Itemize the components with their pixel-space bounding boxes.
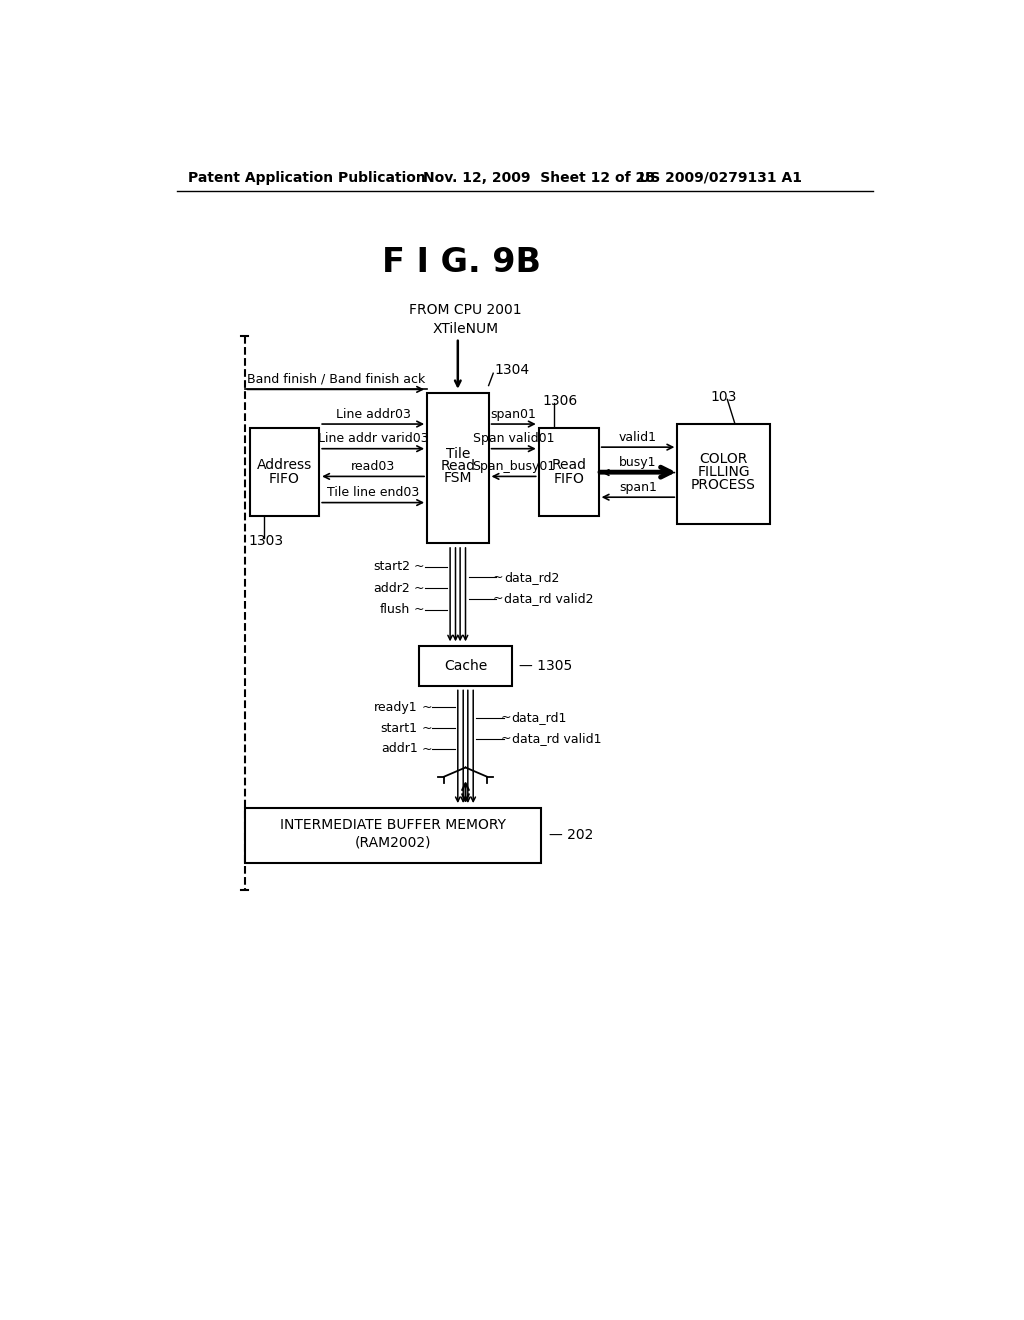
Text: ~: ~ bbox=[493, 593, 503, 606]
Text: ~: ~ bbox=[414, 560, 425, 573]
Text: Patent Application Publication: Patent Application Publication bbox=[188, 170, 426, 185]
Text: FSM: FSM bbox=[443, 471, 472, 486]
Text: XTileNUM: XTileNUM bbox=[432, 322, 499, 337]
Text: addr1: addr1 bbox=[381, 742, 418, 755]
Text: FIFO: FIFO bbox=[553, 473, 584, 486]
Text: ~: ~ bbox=[422, 742, 432, 755]
Text: FILLING: FILLING bbox=[697, 465, 750, 479]
Text: start1: start1 bbox=[381, 722, 418, 735]
Text: Read: Read bbox=[440, 459, 475, 473]
Text: 1306: 1306 bbox=[543, 393, 578, 408]
Text: ~: ~ bbox=[422, 722, 432, 735]
Text: flush: flush bbox=[380, 603, 410, 616]
Text: (RAM2002): (RAM2002) bbox=[354, 836, 431, 850]
Text: INTERMEDIATE BUFFER MEMORY: INTERMEDIATE BUFFER MEMORY bbox=[280, 818, 506, 832]
Bar bbox=[419, 645, 512, 686]
Text: ~: ~ bbox=[501, 733, 511, 744]
Text: valid1: valid1 bbox=[618, 430, 657, 444]
Text: ~: ~ bbox=[414, 603, 425, 616]
Text: Nov. 12, 2009  Sheet 12 of 28: Nov. 12, 2009 Sheet 12 of 28 bbox=[423, 170, 655, 185]
Text: FROM CPU 2001: FROM CPU 2001 bbox=[410, 304, 522, 317]
Text: span1: span1 bbox=[620, 480, 657, 494]
Text: Cache: Cache bbox=[443, 659, 487, 673]
Text: ~: ~ bbox=[501, 711, 511, 725]
Text: data_rd2: data_rd2 bbox=[504, 570, 559, 583]
Text: Tile: Tile bbox=[445, 447, 470, 462]
Text: 103: 103 bbox=[711, 391, 736, 404]
Text: span01: span01 bbox=[490, 408, 537, 421]
Text: Tile line end03: Tile line end03 bbox=[327, 486, 419, 499]
Text: ~: ~ bbox=[422, 701, 432, 714]
Text: — 202: — 202 bbox=[549, 828, 593, 842]
Text: Line addr varid03: Line addr varid03 bbox=[317, 432, 428, 445]
Text: Address: Address bbox=[257, 458, 312, 473]
Text: data_rd1: data_rd1 bbox=[512, 711, 567, 725]
Text: US 2009/0279131 A1: US 2009/0279131 A1 bbox=[639, 170, 802, 185]
Text: FIFO: FIFO bbox=[269, 473, 300, 486]
Text: data_rd valid2: data_rd valid2 bbox=[504, 593, 594, 606]
Text: read03: read03 bbox=[351, 459, 395, 473]
Bar bbox=[245, 808, 541, 863]
Text: ~: ~ bbox=[493, 570, 503, 583]
Text: ready1: ready1 bbox=[374, 701, 418, 714]
Bar bbox=[539, 428, 599, 516]
Bar bbox=[427, 393, 488, 544]
Text: 1303: 1303 bbox=[249, 535, 284, 548]
Text: Span_busy01: Span_busy01 bbox=[472, 459, 555, 473]
Text: ~: ~ bbox=[414, 582, 425, 594]
Text: addr2: addr2 bbox=[374, 582, 410, 594]
Text: Band finish / Band finish ack: Band finish / Band finish ack bbox=[247, 372, 425, 385]
Bar bbox=[250, 428, 319, 516]
Text: start2: start2 bbox=[373, 560, 410, 573]
Text: PROCESS: PROCESS bbox=[691, 478, 756, 492]
Bar bbox=[677, 424, 770, 524]
Text: busy1: busy1 bbox=[620, 455, 656, 469]
Text: Read: Read bbox=[551, 458, 586, 473]
Text: F I G. 9B: F I G. 9B bbox=[382, 246, 541, 279]
Text: — 1305: — 1305 bbox=[519, 659, 572, 673]
Text: 1304: 1304 bbox=[495, 363, 529, 378]
Text: Line addr03: Line addr03 bbox=[336, 408, 411, 421]
Text: COLOR: COLOR bbox=[699, 451, 748, 466]
Text: data_rd valid1: data_rd valid1 bbox=[512, 733, 601, 744]
Text: Span valid01: Span valid01 bbox=[473, 432, 554, 445]
